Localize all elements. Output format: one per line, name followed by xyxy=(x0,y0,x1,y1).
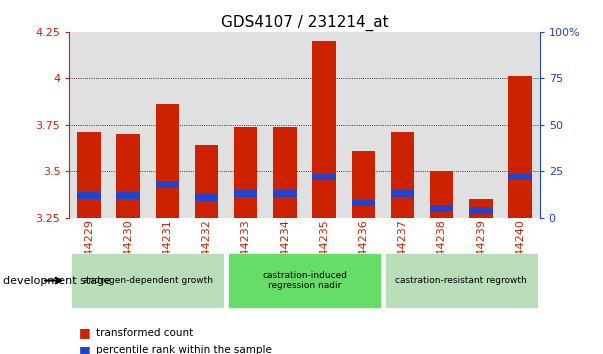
Bar xyxy=(234,190,257,197)
Bar xyxy=(312,173,336,180)
Text: castration-resistant regrowth: castration-resistant regrowth xyxy=(396,276,527,285)
Text: transformed count: transformed count xyxy=(96,328,194,338)
Bar xyxy=(391,190,414,197)
Bar xyxy=(273,190,297,197)
Bar xyxy=(352,200,375,206)
Bar xyxy=(273,127,297,218)
Bar xyxy=(195,194,218,200)
Bar xyxy=(195,145,218,218)
Text: development stage: development stage xyxy=(3,275,111,286)
Text: percentile rank within the sample: percentile rank within the sample xyxy=(96,346,273,354)
Text: androgen-dependent growth: androgen-dependent growth xyxy=(83,276,213,285)
Bar xyxy=(116,134,140,218)
Bar xyxy=(430,171,453,218)
Bar xyxy=(156,181,179,188)
Bar xyxy=(234,127,257,218)
Bar xyxy=(312,41,336,218)
Bar xyxy=(469,199,493,218)
Bar xyxy=(469,207,493,213)
Text: ■: ■ xyxy=(78,344,90,354)
Title: GDS4107 / 231214_at: GDS4107 / 231214_at xyxy=(221,14,388,30)
Bar xyxy=(508,173,532,180)
Text: ■: ■ xyxy=(78,326,90,339)
Bar xyxy=(430,205,453,212)
Bar xyxy=(352,151,375,218)
Bar xyxy=(508,76,532,218)
Bar xyxy=(116,192,140,199)
Bar xyxy=(156,104,179,218)
Text: castration-induced
regression nadir: castration-induced regression nadir xyxy=(262,271,347,290)
Bar xyxy=(77,192,101,199)
Bar xyxy=(77,132,101,218)
Bar xyxy=(391,132,414,218)
